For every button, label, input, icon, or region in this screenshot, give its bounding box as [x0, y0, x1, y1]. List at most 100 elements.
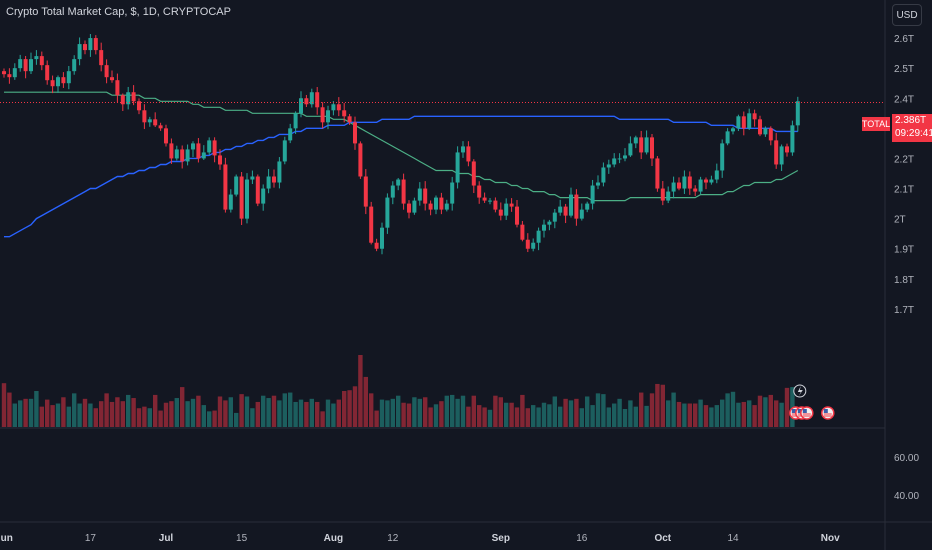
candle-body [50, 80, 55, 87]
candle-body [504, 203, 509, 216]
volume-bar [136, 408, 142, 427]
volume-axis: 60.00 40.00 [894, 453, 919, 502]
candle-body [88, 38, 93, 51]
candle-body [72, 59, 77, 72]
candle-body [709, 179, 714, 183]
candle-body [126, 92, 131, 105]
volume-bar [369, 393, 374, 427]
volume-bar [1, 383, 7, 427]
candle-body [347, 116, 352, 123]
volume-bar [126, 394, 131, 427]
volume-bar [185, 401, 190, 427]
candle-body [331, 104, 336, 111]
volume-bar [196, 395, 201, 427]
candle-body [115, 80, 120, 96]
volume-bar [676, 401, 682, 427]
candle-body [201, 152, 206, 159]
volume-bar [536, 407, 541, 427]
candle-body [18, 59, 23, 69]
volume-bar [212, 410, 217, 427]
volume-bar [790, 387, 795, 427]
candle-body [704, 179, 708, 183]
volume-bar [487, 409, 493, 427]
candle-body [612, 158, 617, 165]
price-tick-label: 2T [894, 215, 906, 226]
candle-body [698, 179, 703, 192]
candle-body [790, 125, 795, 153]
candle-body [687, 176, 692, 189]
volume-bar [757, 395, 763, 427]
volume-bar [774, 400, 779, 427]
candle-body [639, 137, 644, 153]
candle-body [191, 143, 195, 150]
candle-body [569, 194, 573, 216]
candle-body [515, 206, 519, 225]
candle-body [2, 71, 6, 75]
volume-bar [169, 401, 174, 427]
volume-bar [228, 397, 233, 427]
candle-body [428, 203, 433, 210]
volume-bar [460, 395, 466, 427]
candle-body [66, 71, 71, 84]
candle-body [212, 140, 217, 156]
candle-body [185, 149, 190, 162]
candle-body [234, 176, 239, 195]
candle-body [585, 203, 590, 210]
volume-bar [288, 392, 293, 427]
candle-body [56, 77, 60, 87]
candle-body [39, 56, 44, 66]
candle-body [293, 113, 298, 129]
candle-body [450, 182, 455, 204]
volume-bar [552, 396, 557, 427]
candle-body [142, 110, 147, 123]
candle-body [320, 107, 325, 123]
volume-bar [644, 405, 649, 427]
ma-long-line [4, 115, 798, 238]
time-tick-label: Oct [654, 533, 671, 544]
time-tick-label: 12 [387, 533, 399, 544]
candle-body [558, 206, 563, 213]
candle-body [574, 194, 579, 219]
volume-bar [109, 401, 115, 427]
volume-bar [428, 407, 433, 427]
candle-body [104, 65, 109, 78]
candle-body [758, 119, 762, 135]
time-tick-label: Jun [0, 533, 13, 544]
candle-body [288, 128, 293, 141]
candle-body [488, 200, 492, 202]
volume-bar [142, 406, 147, 427]
volume-bar [61, 397, 66, 427]
volume-bar [612, 403, 617, 427]
volume-bar [720, 399, 725, 427]
us-flag-icon [800, 406, 814, 420]
currency-button[interactable]: USD [892, 4, 922, 26]
time-axis[interactable]: Jun 17 Jul 15 Aug 12 Sep 16 Oct 14 Nov [0, 533, 840, 544]
volume-bar [671, 392, 676, 427]
volume-bar [261, 395, 266, 427]
volume-bar [682, 403, 687, 427]
volume-bar [282, 393, 287, 427]
price-tick-label: 2.4T [894, 94, 914, 105]
volume-bar [28, 398, 34, 427]
candle-body [277, 161, 282, 183]
time-tick-label: 16 [576, 533, 588, 544]
candle-body [579, 209, 584, 219]
candle-body [207, 140, 212, 153]
volume-bar [77, 403, 82, 427]
candle-body [45, 65, 50, 81]
volume-bar [390, 398, 395, 427]
volume-bar [363, 376, 368, 427]
volume-bar [747, 400, 752, 427]
price-tag-value: 2.386T [895, 115, 927, 126]
price-tick-label: 2.1T [894, 185, 914, 196]
volume-bar [147, 408, 152, 427]
volume-bar [649, 393, 655, 427]
volume-bar [520, 394, 525, 427]
candle-body [29, 59, 33, 72]
volume-bar [271, 395, 277, 427]
candle-body [747, 113, 752, 129]
candle-body [228, 194, 233, 210]
candle-body [498, 209, 503, 216]
